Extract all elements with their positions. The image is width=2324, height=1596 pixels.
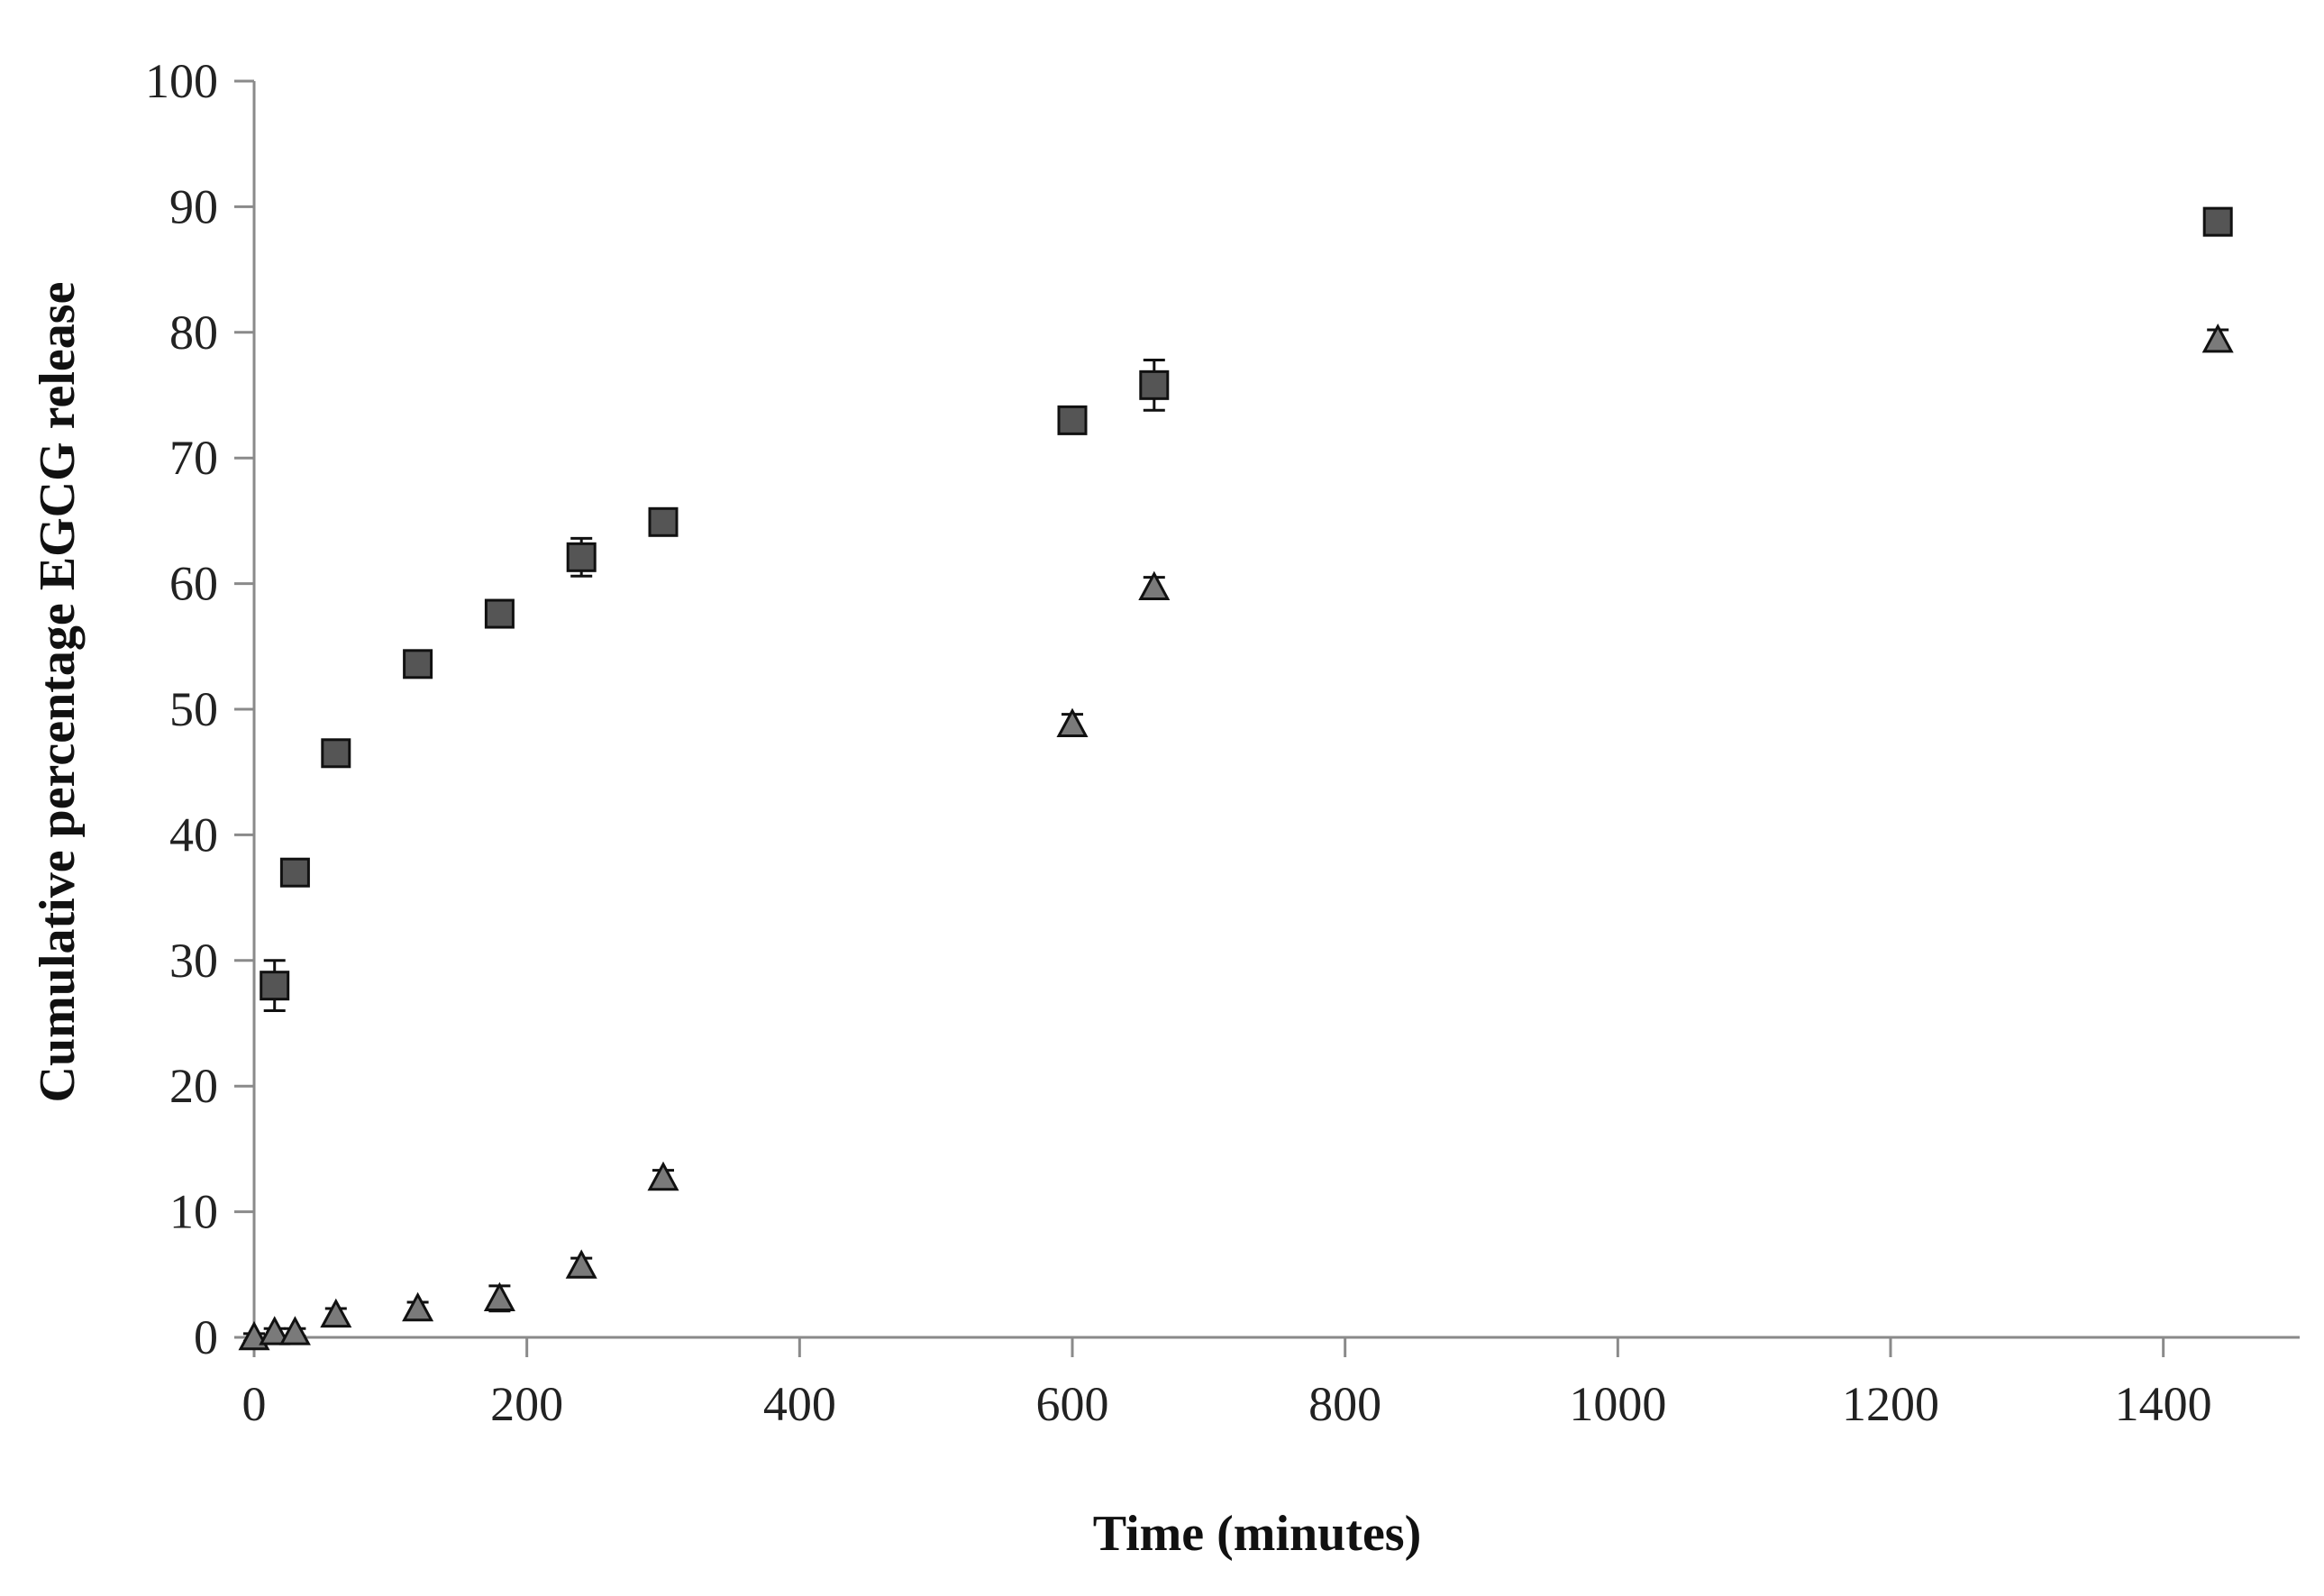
y-tick-label: 70 — [169, 431, 218, 485]
triangle-point — [1056, 707, 1089, 737]
y-tick-label: 80 — [169, 306, 218, 360]
x-tick-label: 400 — [763, 1377, 836, 1431]
square-point — [566, 542, 597, 572]
triangle-point — [320, 1298, 352, 1328]
y-tick-label: 40 — [169, 807, 218, 862]
y-tick-label: 60 — [169, 557, 218, 611]
square-point — [2202, 206, 2233, 237]
square-point — [321, 738, 351, 769]
x-axis-title: Time (minutes) — [1093, 1506, 1422, 1562]
x-tick-label: 200 — [490, 1377, 563, 1431]
y-tick-label: 90 — [169, 179, 218, 233]
square-point — [279, 857, 310, 888]
triangle-point — [483, 1281, 515, 1312]
y-tick-label: 30 — [169, 934, 218, 988]
y-tick-label: 10 — [169, 1185, 218, 1239]
x-tick-label: 1400 — [2115, 1377, 2212, 1431]
y-tick-label: 100 — [145, 54, 218, 108]
x-tick-label: 1200 — [1842, 1377, 1939, 1431]
triangle-point — [278, 1316, 311, 1345]
y-tick-label: 50 — [169, 682, 218, 736]
triangle-point — [647, 1161, 679, 1191]
square-point — [648, 506, 679, 537]
square-point — [1139, 369, 1170, 400]
series-2 — [238, 324, 2234, 1351]
data-marks — [238, 206, 2234, 1351]
triangle-point — [565, 1249, 597, 1279]
y-axis-title: Cumulative percentage EGCG release — [30, 282, 86, 1103]
axes — [252, 81, 2300, 1339]
square-point — [260, 971, 290, 1001]
series-1 — [260, 206, 2233, 1013]
triangle-point — [259, 1316, 291, 1345]
x-tick-label: 600 — [1036, 1377, 1109, 1431]
square-point — [403, 649, 433, 679]
triangle-point — [402, 1291, 434, 1322]
triangle-point — [2201, 324, 2234, 353]
square-point — [1057, 405, 1088, 435]
triangle-point — [1138, 570, 1171, 601]
square-point — [484, 598, 515, 629]
x-tick-label: 1000 — [1569, 1377, 1666, 1431]
x-tick-label: 0 — [242, 1377, 267, 1431]
x-tick-label: 800 — [1308, 1377, 1381, 1431]
y-tick-label: 20 — [169, 1059, 218, 1113]
y-tick-label: 0 — [194, 1310, 218, 1364]
